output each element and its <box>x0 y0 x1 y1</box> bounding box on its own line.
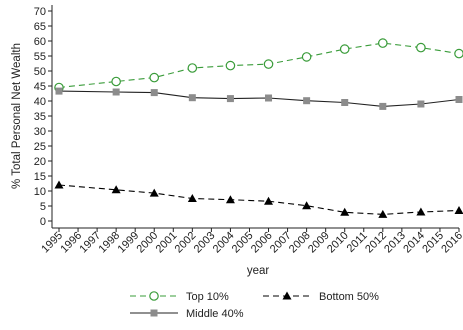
data-point-square <box>456 96 463 103</box>
data-point-circle <box>150 73 158 81</box>
data-point-square <box>113 89 120 96</box>
data-point-circle <box>417 43 425 51</box>
legend-label: Middle 40% <box>186 308 244 320</box>
data-point-square <box>341 99 348 106</box>
data-point-circle <box>150 292 158 300</box>
y-tick-label: 65 <box>34 21 46 33</box>
y-tick-label: 25 <box>34 141 46 153</box>
y-tick-label: 20 <box>34 156 46 168</box>
y-tick-label: 15 <box>34 171 46 183</box>
data-point-square <box>151 89 158 96</box>
legend-label: Top 10% <box>186 291 229 303</box>
x-axis-title: year <box>247 265 270 277</box>
y-tick-label: 60 <box>34 36 46 48</box>
data-point-circle <box>112 77 120 85</box>
data-point-circle <box>264 60 272 68</box>
y-tick-label: 50 <box>34 66 46 78</box>
legend-label: Bottom 50% <box>319 291 379 303</box>
data-point-square <box>189 94 196 101</box>
data-point-circle <box>455 49 463 57</box>
y-tick-label: 55 <box>34 51 46 63</box>
data-point-square <box>303 97 310 104</box>
data-point-square <box>379 103 386 110</box>
data-point-square <box>265 95 272 102</box>
y-axis-title: % Total Personal Net Wealth <box>11 43 23 189</box>
data-point-square <box>227 95 234 102</box>
legend: Top 10% Middle 40% Bottom 50% <box>118 285 396 322</box>
data-point-circle <box>226 61 234 69</box>
data-point-square <box>56 88 63 95</box>
data-point-circle <box>341 45 349 53</box>
data-point-circle <box>379 39 387 47</box>
data-point-square <box>151 310 158 317</box>
data-point-circle <box>188 64 196 72</box>
y-tick-label: 5 <box>40 201 46 213</box>
y-tick-label: 45 <box>34 81 46 93</box>
y-tick-label: 0 <box>40 216 46 228</box>
y-tick-label: 35 <box>34 111 46 123</box>
y-tick-label: 10 <box>34 186 46 198</box>
y-tick-label: 40 <box>34 96 46 108</box>
y-tick-label: 30 <box>34 126 46 138</box>
data-point-square <box>417 101 424 108</box>
data-point-circle <box>302 53 310 61</box>
y-tick-label: 70 <box>34 6 46 18</box>
